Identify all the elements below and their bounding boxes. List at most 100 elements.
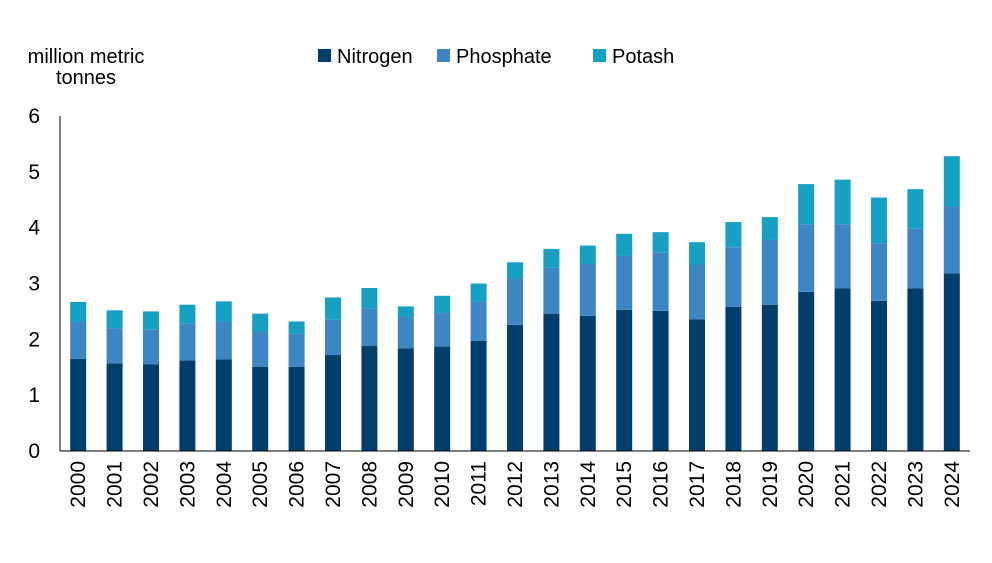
bar-segment-potash (252, 313, 269, 332)
bar-segment-phosphate (507, 278, 523, 325)
bar-segment-potash (761, 217, 778, 240)
bar-segment-phosphate (252, 331, 269, 367)
bar-segment-potash (579, 245, 596, 264)
y-tick-label: 2 (28, 328, 40, 351)
bar-segment-potash (907, 189, 924, 229)
bar-segment-phosphate (907, 228, 924, 289)
x-tick-label: 2019 (759, 461, 782, 508)
bar-segment-nitrogen (106, 363, 123, 451)
bar-segment-phosphate (616, 255, 633, 310)
bar-segment-phosphate (798, 224, 815, 292)
bar-segment-potash (652, 232, 669, 253)
bar-segment-nitrogen (397, 348, 414, 451)
x-tick-label: 2001 (104, 461, 127, 508)
bar-segment-nitrogen (143, 364, 159, 451)
bar-segment-potash (507, 262, 523, 279)
x-tick-label: 2006 (286, 461, 309, 508)
x-tick-label: 2023 (904, 461, 927, 508)
bar-segment-nitrogen (361, 346, 378, 451)
x-tick-label: 2007 (322, 461, 345, 508)
bar-segment-phosphate (689, 264, 705, 320)
bar-segment-potash (215, 301, 232, 322)
bar-segment-potash (143, 311, 159, 330)
y-tick-label: 6 (28, 105, 40, 128)
x-tick-label: 2015 (613, 461, 636, 508)
x-tick-label: 2012 (504, 461, 527, 508)
legend-label-potash: Potash (612, 46, 674, 68)
bar-segment-nitrogen (543, 313, 560, 451)
bar-segment-nitrogen (579, 315, 596, 451)
bar-segment-nitrogen (652, 310, 669, 451)
bar-segment-phosphate (361, 308, 378, 347)
legend-swatch-potash (593, 49, 606, 62)
x-tick-label: 2008 (358, 461, 381, 508)
bar-segment-phosphate (579, 263, 596, 316)
bar-segment-phosphate (179, 323, 196, 361)
bar-segment-nitrogen (434, 346, 451, 451)
x-tick-label: 2021 (832, 461, 855, 508)
bar-segment-nitrogen (470, 341, 487, 451)
bar-segment-phosphate (543, 267, 560, 314)
x-axis-ticks: 2000 2001 2002 2003 2004 2005 2006 2007 2008 2009… (67, 461, 964, 508)
bar-segment-phosphate (834, 224, 851, 289)
bar-segment-phosphate (288, 333, 305, 367)
bar-segment-phosphate (652, 252, 669, 311)
bar-segment-potash (943, 156, 960, 207)
x-tick-label: 2020 (795, 461, 818, 508)
bar-segment-potash (543, 248, 560, 268)
bar-segment-nitrogen (325, 354, 341, 451)
x-tick-label: 2018 (722, 461, 745, 508)
x-tick-label: 2017 (686, 461, 709, 508)
y-tick-label: 5 (28, 161, 40, 184)
bar-segment-nitrogen (725, 306, 742, 451)
bar-segment-nitrogen (907, 288, 924, 451)
bar-segment-nitrogen (943, 273, 960, 451)
bars-group (70, 156, 960, 451)
bar-segment-phosphate (761, 239, 778, 305)
bar-segment-phosphate (397, 316, 414, 349)
x-tick-label: 2005 (249, 461, 272, 508)
bar-segment-potash (616, 233, 633, 256)
bar-segment-nitrogen (252, 366, 269, 451)
bar-segment-nitrogen (689, 319, 705, 451)
legend-swatch-phosphate (437, 49, 450, 62)
x-tick-label: 2022 (868, 461, 891, 508)
legend-label-nitrogen: Nitrogen (337, 46, 413, 68)
x-tick-label: 2004 (213, 461, 236, 508)
x-tick-label: 2013 (540, 461, 563, 508)
bar-segment-potash (470, 283, 487, 302)
bar-segment-potash (361, 287, 378, 309)
bar-segment-phosphate (943, 206, 960, 274)
bar-segment-nitrogen (70, 358, 87, 451)
bar-segment-potash (325, 297, 341, 320)
bar-segment-potash (871, 197, 887, 244)
x-tick-label: 2024 (941, 461, 964, 508)
x-tick-label: 2010 (431, 461, 454, 508)
bar-segment-potash (434, 295, 451, 314)
y-tick-label: 1 (28, 384, 40, 407)
x-tick-label: 2011 (468, 461, 491, 506)
y-axis-title-line-1: million metric (28, 46, 145, 68)
y-axis-title: million metric tonnes (28, 46, 145, 89)
legend-label-phosphate: Phosphate (456, 46, 552, 68)
bar-segment-phosphate (871, 243, 887, 301)
bar-segment-phosphate (470, 301, 487, 342)
bar-segment-nitrogen (871, 300, 887, 451)
y-axis-title-line-2: tonnes (56, 67, 116, 89)
bar-segment-nitrogen (507, 324, 523, 451)
bar-segment-potash (397, 306, 414, 317)
bar-segment-potash (689, 242, 705, 265)
bar-segment-phosphate (725, 247, 742, 307)
bar-segment-nitrogen (215, 359, 232, 451)
bar-segment-nitrogen (834, 288, 851, 451)
legend: Nitrogen Phosphate Potash (318, 46, 674, 68)
bar-segment-potash (798, 184, 815, 225)
bar-segment-phosphate (325, 319, 341, 355)
bar-segment-phosphate (106, 328, 123, 364)
bar-segment-potash (70, 301, 87, 322)
bar-segment-phosphate (143, 329, 159, 365)
bar-segment-potash (834, 179, 851, 225)
x-tick-label: 2002 (140, 461, 163, 508)
